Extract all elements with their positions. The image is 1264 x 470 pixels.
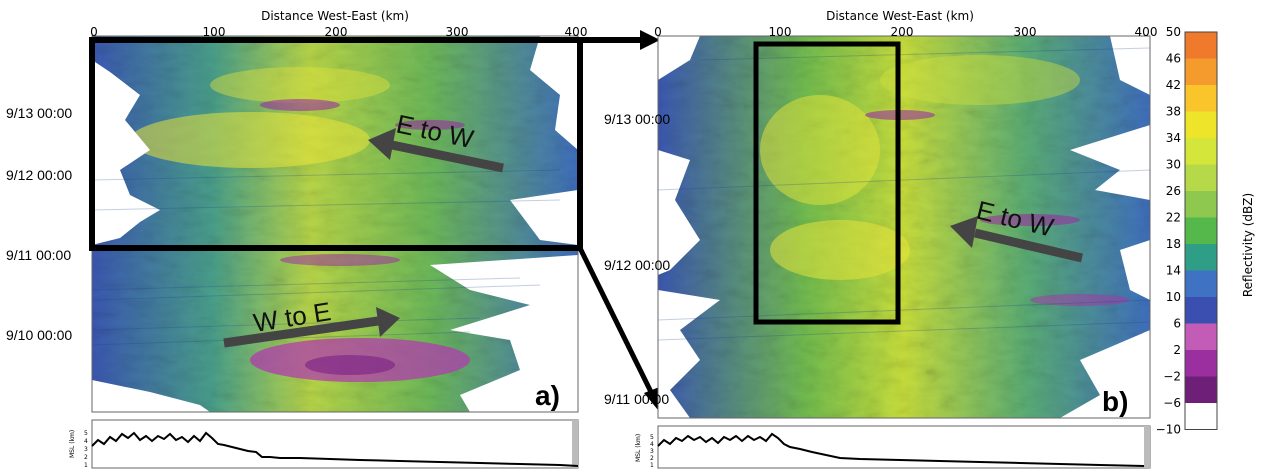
colorbar-tick: 18 [1166,237,1181,251]
colorbar-swatch [1185,138,1217,165]
colorbar-tick: 26 [1166,184,1181,198]
panel-b-terrain-tick: 1 [650,462,654,469]
colorbar-swatch [1185,32,1217,59]
colorbar-tick: 42 [1166,78,1181,92]
panel-a-ytick: 9/11 00:00 [6,247,71,263]
panel-b-xticks: 0 100 200 300 400 [654,25,1157,39]
colorbar-tick: 22 [1166,211,1181,225]
colorbar-tick: −6 [1163,396,1181,410]
panel-a-arrow-e-to-w: E to W [368,109,504,173]
panel-b-ytick: 9/11 00:00 [604,391,669,407]
colorbar-swatch [1185,270,1217,297]
panel-a-highlight-box [89,37,583,251]
colorbar-tick: −2 [1163,370,1181,384]
panel-b-xtick: 300 [1014,25,1037,39]
colorbar-tick: 38 [1166,105,1181,119]
panel-a-xtick: 200 [325,25,348,39]
panel-b: Distance West-East (km) 0 100 200 300 40… [604,9,1157,469]
panel-b-ytick-date: 9/12 00:00 [604,257,670,273]
panel-b-xtick: 100 [769,25,792,39]
panel-b-terrain-tick: 4 [650,441,654,448]
colorbar-tick: 30 [1166,158,1181,172]
panel-b-xlabel: Distance West-East (km) [826,9,974,23]
colorbar-tick: 2 [1173,343,1181,357]
panel-b-field [658,36,1150,418]
panel-b-terrain-tick: 3 [650,448,654,455]
colorbar-swatch [1185,85,1217,112]
panel-a-terrain-label: MSL (km) [69,430,76,458]
colorbar-swatch [1185,323,1217,350]
panel-b-terrain-tick: 5 [650,434,654,441]
panel-b-ytick-date: 9/13 00:00 [604,111,670,127]
panel-a-field [92,36,578,412]
colorbar-tick: 46 [1166,52,1181,66]
panel-a-terrain-tick: 2 [84,454,88,461]
panel-a: Distance West-East (km) 0 100 200 300 40… [6,9,587,469]
colorbar-swatch [1185,111,1217,138]
colorbar-swatch [1185,350,1217,377]
panel-a-ytick: 9/10 00:00 [6,327,72,343]
panel-b-ytick-date: 9/11 00:00 [604,391,669,407]
panel-b-terrain-tick: 2 [650,455,654,462]
colorbar-swatch [1185,376,1217,403]
colorbar-swatch [1185,297,1217,324]
panel-a-ytick: 9/13 00:00 [6,105,72,121]
panel-a-xlabel: Distance West-East (km) [261,9,409,23]
colorbar-tick: −10 [1156,423,1181,437]
panel-a-terrain: MSL (km) 1 2 3 4 5 [69,419,579,469]
panel-a-xtick: 0 [90,25,98,39]
panel-a-xtick: 400 [565,25,588,39]
colorbar-swatch [1185,217,1217,244]
panel-a-label: a) [535,380,560,411]
zoom-connectors [577,30,662,410]
colorbar-label: Reflectivity (dBZ) [1241,193,1255,297]
panel-a-terrain-tick: 3 [84,446,88,453]
colorbar-swatch [1185,58,1217,85]
panel-b-yticks: 9/13 00:00 9/12 00:00 9/11 00:00 [604,111,670,407]
colorbar-tick: 34 [1166,131,1181,145]
panel-b-label: b) [1102,386,1128,417]
panel-b-xtick: 400 [1135,25,1158,39]
panel-b-ytick: 9/13 00:00 [604,111,670,127]
colorbar-tick: 14 [1166,264,1181,278]
colorbar-tick: 50 [1166,25,1181,39]
panel-b-ytick: 9/12 00:00 [604,257,670,273]
panel-b-terrain-label: MSL (km) [635,434,642,462]
panel-a-ytick: 9/12 00:00 [6,167,72,183]
panel-a-xticks: 0 100 200 300 400 [90,25,587,39]
panel-b-xtick: 0 [654,25,662,39]
colorbar-swatch [1185,164,1217,191]
panel-b-frame [657,35,1151,419]
panel-a-terrain-tick: 4 [84,438,88,445]
colorbar-tick: 10 [1166,290,1181,304]
panel-a-xtick: 300 [446,25,469,39]
colorbar-tick: 6 [1173,317,1181,331]
panel-a-terrain-tick: 1 [84,462,88,469]
panel-b-xtick: 200 [891,25,914,39]
panel-a-xtick: 100 [203,25,226,39]
panel-b-terrain: MSL (km) 1 2 3 4 5 [635,425,1151,469]
colorbar-frame [1184,31,1218,430]
panel-a-yticks: 9/13 00:00 9/12 00:00 9/11 00:00 9/10 00… [6,105,72,343]
colorbar: 50 46 42 38 34 30 26 22 18 14 10 6 2 −2 −6 −10 [1156,25,1218,437]
colorbar-swatch [1185,403,1217,430]
panel-a-terrain-tick: 5 [84,430,88,437]
colorbar-swatch [1185,244,1217,271]
colorbar-swatch [1185,191,1217,218]
panel-b-highlight-box [753,41,901,325]
